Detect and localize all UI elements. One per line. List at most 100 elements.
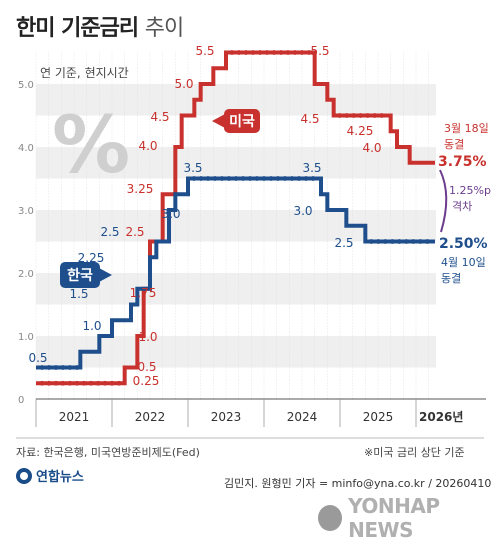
- value-label: 1.5: [69, 287, 88, 301]
- value-label: 3.25: [127, 182, 154, 196]
- value-label: 4.25: [347, 124, 374, 138]
- korea-dot: [368, 239, 374, 244]
- us-dot: [299, 50, 305, 55]
- y-tick-label: 2.0: [18, 269, 34, 280]
- korea-dot: [282, 176, 288, 181]
- us-dot: [379, 113, 385, 118]
- us-dot: [88, 380, 94, 386]
- korea-dot: [382, 239, 388, 244]
- us-dot: [116, 380, 122, 386]
- korea-dot: [375, 239, 381, 244]
- y-tick-label: 0: [18, 395, 24, 406]
- korea-dot: [268, 176, 274, 181]
- value-label: 2.25: [78, 251, 105, 265]
- us-dot: [337, 113, 343, 118]
- us-dot: [292, 50, 298, 55]
- value-label: 4.5: [150, 110, 169, 124]
- korea-tag-label: 한국: [67, 268, 93, 284]
- x-tick-label: 2024: [287, 410, 318, 424]
- y-tick-label: 5.0: [18, 80, 34, 91]
- korea-dot: [226, 176, 232, 181]
- us-dot: [67, 380, 73, 386]
- value-label: 2.5: [125, 225, 144, 239]
- y-tick-label: 1.0: [18, 332, 34, 343]
- korea-dot: [389, 239, 395, 244]
- value-label: 3.5: [183, 161, 202, 175]
- korea-dot: [296, 176, 302, 181]
- watermark-icon: [318, 505, 343, 531]
- value-label: 1.75: [130, 286, 157, 300]
- us-dot: [53, 380, 59, 386]
- credit-line: 김민지. 원형민 기자 = minfo@yna.co.kr / 20260410: [224, 477, 492, 490]
- x-tick-label: 2023: [211, 410, 242, 424]
- us-dot: [81, 380, 87, 386]
- korea-dot: [303, 176, 309, 181]
- us-dot: [264, 50, 270, 55]
- us-tag-label: 미국: [229, 114, 255, 130]
- value-label: 5.5: [310, 44, 329, 58]
- value-label: 3.0: [161, 207, 180, 221]
- us-dot: [74, 380, 80, 386]
- us-dot: [95, 380, 101, 386]
- korea-dot: [247, 176, 253, 181]
- grid-band: [36, 210, 436, 242]
- us-value-labels: 0.250.5 1.0 1.75 2.5 3.25 4.0 4.5 5.0 5.5 5.5 4.5 4…: [125, 44, 381, 388]
- gap-label: 격차: [452, 200, 472, 213]
- korea-dot: [289, 176, 295, 181]
- us-dot: [102, 380, 108, 386]
- vertical-grid: [35, 52, 429, 399]
- us-dot: [229, 50, 235, 55]
- gap-bracket: [439, 169, 448, 233]
- y-tick-label: 3.0: [18, 206, 34, 217]
- value-label: 0.25: [133, 374, 160, 388]
- value-label: 3.0: [293, 204, 312, 218]
- korea-dot: [67, 365, 73, 370]
- value-label: 3.5: [302, 161, 321, 175]
- korea-value-labels: 0.5 1.0 1.5 2.25 2.5 3.0 3.5 3.5 3.0 2.5: [28, 161, 353, 365]
- us-dot: [257, 50, 263, 55]
- korea-dot: [212, 176, 218, 181]
- korea-dot: [424, 239, 430, 244]
- korea-dot: [417, 239, 423, 244]
- korea-dot: [254, 176, 260, 181]
- korea-dot: [191, 176, 197, 181]
- us-dot: [358, 113, 364, 118]
- series-korea: [36, 176, 435, 370]
- value-label: 5.0: [174, 77, 193, 91]
- title-bold: 한미 기준금리: [16, 16, 139, 41]
- value-label: 1.0: [82, 319, 101, 333]
- us-dot: [271, 50, 277, 55]
- gap-value: 1.25%p: [449, 184, 491, 197]
- us-dot: [306, 50, 312, 55]
- value-label: 0.5: [28, 351, 47, 365]
- value-label: 1.0: [138, 330, 157, 344]
- x-axis: 2021 2022 2023 2024 2025 2026년: [35, 398, 486, 427]
- value-label: 2.5: [100, 225, 119, 239]
- grid-bands: [36, 84, 436, 368]
- us-line: [36, 50, 435, 386]
- us-dot: [236, 50, 242, 55]
- y-axis-ticks: 0 1.0 2.0 3.0 4.0 5.0: [18, 80, 34, 406]
- us-status: 동결: [444, 138, 464, 151]
- logo-icon: [16, 467, 32, 484]
- us-dot: [250, 50, 256, 55]
- value-label: 4.0: [362, 141, 381, 155]
- x-tick-label: 2022: [135, 410, 166, 424]
- grid-band: [36, 336, 436, 368]
- korea-status: 동결: [441, 272, 461, 285]
- y-tick-label: 4.0: [18, 143, 34, 154]
- value-label: 4.0: [138, 139, 157, 153]
- grid-band: [36, 147, 436, 179]
- korea-dot: [74, 365, 80, 370]
- value-label: 4.5: [300, 112, 319, 126]
- title-light: 추이: [144, 16, 184, 41]
- korea-dot: [46, 365, 52, 370]
- series-us: [36, 50, 435, 386]
- unit-note: 연 기준, 현지시간: [40, 66, 129, 80]
- basis-note: ※미국 금리 상단 기준: [364, 446, 465, 459]
- us-date: 3월 18일: [444, 121, 489, 135]
- korea-dot: [198, 176, 204, 181]
- korea-dot: [39, 365, 45, 370]
- us-dot: [278, 50, 284, 55]
